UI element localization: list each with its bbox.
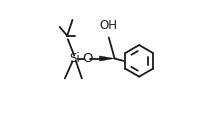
Text: O: O bbox=[82, 52, 92, 65]
Text: Si: Si bbox=[69, 52, 80, 65]
Polygon shape bbox=[99, 56, 115, 61]
Text: OH: OH bbox=[99, 19, 117, 32]
